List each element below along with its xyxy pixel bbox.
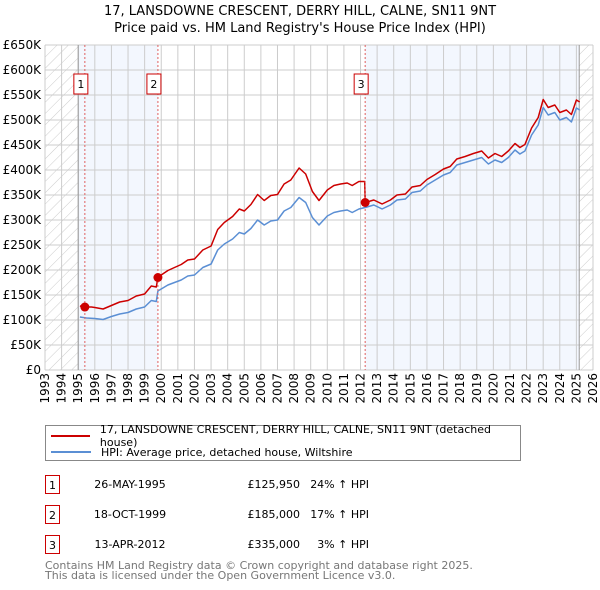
y-tick-label: £650K [3,38,43,52]
y-tick-label: £450K [3,138,43,152]
x-tick-label: 2008 [287,373,301,404]
x-tick-label: 2018 [453,373,467,404]
x-tick-label: 2021 [503,373,517,404]
sale-label: 2 [150,78,157,91]
sale-hpi-diff: 24% ↑ HPI [310,478,369,491]
x-tick-label: 2000 [154,373,168,404]
legend-label-property: 17, LANSDOWNE CRESCENT, DERRY HILL, CALN… [99,423,492,449]
sale-date: 26-MAY-1995 [94,478,166,491]
x-tick-label: 2007 [270,373,284,404]
x-tick-label: 2015 [403,373,417,404]
sale-number-badge: 2 [45,505,60,524]
sale-row: 3 13-APR-2012 £335,000 3% ↑ HPI [45,535,445,555]
sale-hpi-diff: 17% ↑ HPI [310,508,369,521]
sale-point [80,302,90,312]
x-tick-label: 2025 [569,373,583,404]
x-tick-label: 2017 [437,373,451,404]
y-tick-label: £0 [26,363,41,377]
y-tick-label: £50K [10,338,42,352]
x-tick-label: 2019 [470,373,484,404]
shaded-period [78,45,158,370]
x-tick-label: 2026 [586,373,600,404]
footer-licence: This data is licensed under the Open Gov… [45,569,396,582]
sale-label: 3 [358,78,365,91]
y-tick-label: £250K [3,238,43,252]
sale-date: 18-OCT-1999 [93,508,167,521]
chart-subtitle: Price paid vs. HM Land Registry's House … [114,21,486,36]
sale-label-box [73,73,89,95]
sale-point [153,273,163,282]
y-tick-label: £200K [3,263,43,277]
x-tick-label: 2013 [370,373,384,404]
sale-price: £185,000 [247,508,301,521]
footer-copyright: Contains HM Land Registry data © Crown c… [45,559,473,572]
sale-label-box [146,73,162,95]
sale-point [360,198,370,207]
x-tick-label: 2009 [304,373,318,404]
sale-number-badge: 1 [45,475,60,494]
x-tick-label: 1995 [71,373,85,404]
x-tick-label: 2003 [204,373,218,404]
legend-item-property: 17, LANSDOWNE CRESCENT, DERRY HILL, CALN… [51,423,520,449]
shaded-period [365,45,580,370]
x-tick-label: 2012 [354,373,368,404]
legend-label-hpi: HPI: Average price, detached house, Wilt… [101,445,353,459]
red-line-swatch-icon [51,435,90,437]
hpi-series-line [79,106,581,321]
x-tick-label: 2022 [520,373,534,404]
y-tick-label: £400K [3,163,43,177]
sale-number-badge: 3 [45,535,60,554]
x-tick-label: 1993 [38,373,52,404]
sale-label-box [353,73,369,95]
x-tick-label: 2014 [387,373,401,404]
y-tick-label: £150K [3,288,43,302]
x-tick-label: 2006 [254,373,268,404]
x-tick-label: 1998 [121,373,135,404]
x-tick-label: 2005 [237,373,251,404]
x-tick-label: 2002 [187,373,201,404]
sale-hpi-diff: 3% ↑ HPI [317,538,369,551]
sale-label: 1 [77,78,84,91]
sale-price: £335,000 [247,538,301,551]
sale-date: 13-APR-2012 [94,538,166,551]
y-tick-label: £550K [3,88,43,102]
x-tick-label: 1994 [55,373,69,404]
sale-row: 1 26-MAY-1995 £125,950 24% ↑ HPI [45,475,445,495]
hatched-region [579,45,593,370]
sale-row: 2 18-OCT-1999 £185,000 17% ↑ HPI [45,505,445,525]
legend-item-hpi: HPI: Average price, detached house, Wilt… [51,444,353,460]
x-tick-label: 2024 [553,373,567,404]
x-tick-label: 2016 [420,373,434,404]
sale-price: £125,950 [247,478,301,491]
x-tick-label: 2010 [320,373,334,404]
x-tick-label: 2001 [171,373,185,404]
blue-line-swatch-icon [51,451,91,453]
x-tick-label: 2011 [337,373,351,404]
y-tick-label: £500K [3,113,43,127]
legend: 17, LANSDOWNE CRESCENT, DERRY HILL, CALN… [45,423,521,461]
x-tick-label: 1996 [88,373,102,404]
y-tick-label: £300K [3,213,43,227]
x-tick-label: 1997 [104,373,118,404]
chart-title: 17, LANSDOWNE CRESCENT, DERRY HILL, CALN… [103,4,497,19]
x-tick-label: 2023 [536,373,550,404]
y-tick-label: £600K [3,63,43,77]
y-tick-label: £100K [3,313,43,327]
x-tick-label: 2004 [221,373,235,404]
x-tick-label: 2020 [486,373,500,404]
x-tick-label: 1999 [138,373,152,404]
y-tick-label: £350K [3,188,43,202]
